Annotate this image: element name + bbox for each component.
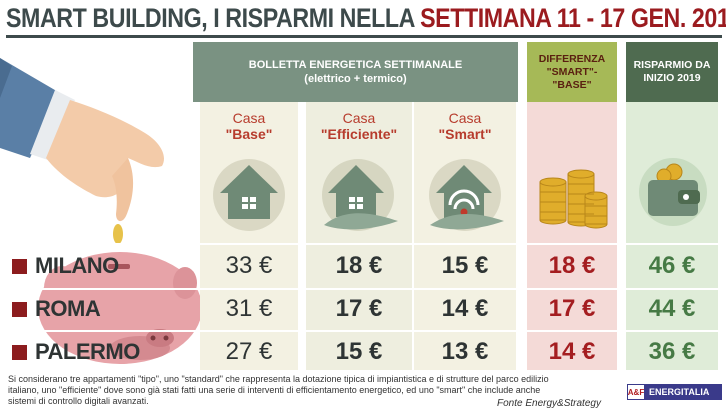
logo-name: ENERGITALIA xyxy=(649,387,710,397)
value-difference: 14 € xyxy=(548,338,596,365)
smart-house-icon xyxy=(429,159,504,231)
footnote: Si considerano tre appartamenti "tipo", … xyxy=(8,374,549,406)
difference-header: DIFFERENZA "SMART"- "BASE" xyxy=(527,42,617,102)
city-marker xyxy=(12,258,27,274)
value-base: 33 € xyxy=(225,252,273,279)
city-name: PALERMO xyxy=(35,339,140,364)
weekly-bill-subtitle: (elettrico + termico) xyxy=(304,73,407,85)
value-base: 31 € xyxy=(225,295,273,322)
value-ytd: 36 € xyxy=(648,338,696,365)
table-row-label: MILANO xyxy=(12,251,119,281)
logo-mark: A&F xyxy=(627,384,645,400)
city-marker xyxy=(12,344,27,360)
efficient-house-icon xyxy=(322,159,398,231)
value-smart: 15 € xyxy=(441,252,489,279)
table-row-label: PALERMO xyxy=(12,337,140,367)
column-label-line2: "Base" xyxy=(225,126,273,142)
column-label-line1: Casa xyxy=(342,110,376,126)
title-divider xyxy=(6,35,722,38)
piggy-bank-illustration xyxy=(0,38,200,368)
source-credit: Fonte Energy&Strategy xyxy=(497,398,601,409)
value-base: 27 € xyxy=(225,338,273,365)
value-efficient: 18 € xyxy=(335,252,383,279)
value-efficient: 15 € xyxy=(335,338,383,365)
value-smart: 14 € xyxy=(441,295,489,322)
table-row-label: ROMA xyxy=(12,294,101,324)
value-smart: 13 € xyxy=(441,338,489,365)
value-ytd: 46 € xyxy=(648,252,696,279)
column-efficient xyxy=(306,102,412,370)
value-ytd: 44 € xyxy=(648,295,696,322)
city-name: MILANO xyxy=(35,253,119,278)
column-label-line2: "Efficiente" xyxy=(320,126,398,142)
weekly-bill-title: BOLLETTA ENERGETICA SETTIMANALE xyxy=(248,59,463,71)
column-ytd xyxy=(626,102,718,370)
ytd-savings-header: RISPARMIO DA INIZIO 2019 xyxy=(626,42,718,102)
column-difference xyxy=(527,102,617,370)
column-label-line2: "Smart" xyxy=(438,126,492,142)
row-divider xyxy=(0,243,726,245)
column-base xyxy=(200,102,298,370)
value-difference: 17 € xyxy=(548,295,596,322)
column-label-line1: Casa xyxy=(232,110,266,126)
page-title: SMART BUILDING, I RISPARMI NELLA SETTIMA… xyxy=(6,3,726,33)
value-efficient: 17 € xyxy=(335,295,383,322)
wallet-icon xyxy=(639,158,707,226)
title-main: SMART BUILDING, I RISPARMI NELLA xyxy=(6,3,421,33)
city-name: ROMA xyxy=(35,296,101,321)
column-label-efficient: Casa "Efficiente" xyxy=(306,110,412,144)
column-label-smart: Casa "Smart" xyxy=(414,110,516,144)
energitalia-logo: A&F ENERGITALIA xyxy=(627,384,722,400)
value-difference: 18 € xyxy=(548,252,596,279)
city-marker xyxy=(12,301,27,317)
column-smart xyxy=(414,102,516,370)
house-icon xyxy=(213,159,285,231)
row-divider xyxy=(0,330,726,332)
column-label-line1: Casa xyxy=(448,110,482,126)
weekly-bill-header: BOLLETTA ENERGETICA SETTIMANALE (elettri… xyxy=(193,42,518,102)
row-divider xyxy=(0,288,726,290)
title-period: SETTIMANA 11 - 17 GEN. 2019 xyxy=(420,3,726,33)
column-label-base: Casa "Base" xyxy=(200,110,298,144)
coins-icon xyxy=(539,169,608,229)
